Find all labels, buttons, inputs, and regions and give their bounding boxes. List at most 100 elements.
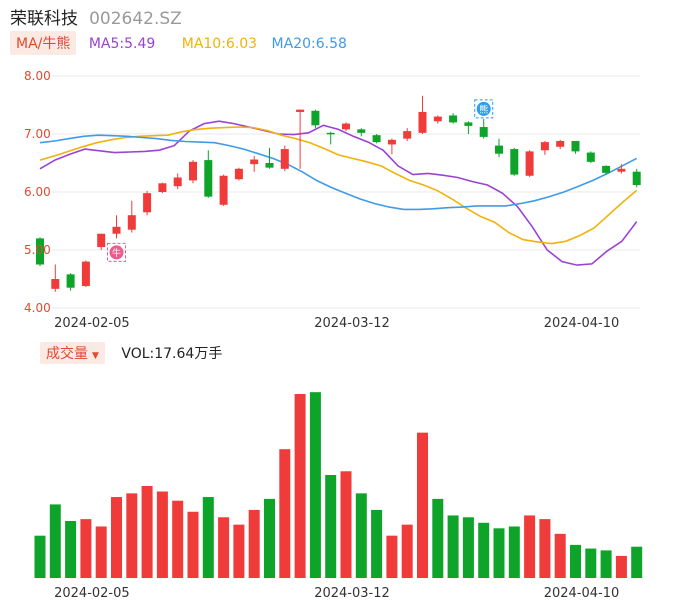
candle: [372, 134, 381, 144]
volume-bar: [279, 449, 291, 578]
price-date-labels: 2024-02-05 2024-03-12 2024-04-10: [54, 316, 619, 331]
volume-bar: [447, 515, 459, 578]
volume-bar: [631, 546, 643, 578]
volume-bar: [111, 497, 122, 578]
candle-body: [617, 168, 626, 172]
candle-body: [632, 171, 641, 186]
candle-body: [403, 131, 412, 139]
ma5-legend: MA5:5.49: [88, 36, 156, 52]
candle-body: [36, 238, 44, 265]
candle: [143, 190, 152, 216]
candle: [586, 151, 595, 163]
caret-down-icon: ▼: [92, 351, 99, 361]
volume-bars: [34, 392, 643, 578]
stock-code: 002642.SZ: [89, 9, 182, 29]
volume-bar: [156, 491, 168, 578]
candle: [326, 131, 335, 145]
candle: [632, 168, 641, 188]
candle: [51, 264, 60, 292]
candle: [403, 128, 412, 141]
candle: [342, 122, 350, 132]
candle: [204, 150, 213, 198]
bull-signal-marker: 牛: [107, 242, 126, 262]
marker-label: 熊: [479, 103, 488, 115]
volume-bar: [462, 517, 474, 578]
candle-body: [357, 129, 366, 133]
candle: [556, 139, 565, 150]
candle-body: [602, 165, 611, 173]
price-axis-labels: 8.00 7.00 6.00 5.00 4.00: [24, 69, 51, 315]
candle-body: [234, 168, 243, 180]
candle: [219, 174, 228, 206]
candle-body: [250, 159, 259, 165]
volume-bar: [65, 520, 77, 578]
candle-body: [81, 261, 90, 286]
candle: [296, 109, 305, 169]
volume-bar: [264, 498, 275, 578]
volume-bar: [600, 550, 612, 578]
volume-indicator-dropdown[interactable]: 成交量 ▼: [40, 342, 105, 364]
candle-body: [495, 145, 503, 154]
candle-body: [525, 151, 534, 176]
candle: [449, 113, 458, 124]
volume-bar: [233, 524, 245, 578]
ma-indicator-tab[interactable]: MA/牛熊: [10, 31, 77, 55]
volume-bar: [478, 522, 490, 578]
candle: [97, 233, 106, 250]
candle: [357, 128, 366, 137]
volume-bar: [417, 432, 428, 578]
candle: [311, 109, 320, 129]
candle-body: [51, 279, 60, 289]
candle-body: [143, 193, 152, 213]
volume-bar: [524, 515, 536, 578]
ma-legend-row: MA/牛熊 MA5:5.49 MA10:6.03 MA20:6.58: [10, 31, 347, 55]
candle: [464, 121, 473, 134]
candle-body: [540, 142, 549, 151]
candle-body: [433, 116, 442, 122]
volume-bar: [615, 555, 627, 578]
price-tick-label: 6.00: [24, 185, 51, 199]
candle-body: [127, 215, 136, 230]
volume-date-labels: 2024-02-05 2024-03-12 2024-04-10: [54, 586, 619, 601]
date-tick-label: 2024-03-12: [314, 316, 390, 331]
candle-body: [571, 140, 580, 152]
candle-body: [586, 152, 595, 162]
ma-line-ma5: [39, 120, 638, 266]
price-tick-label: 5.00: [24, 243, 51, 257]
title-row: 荣联科技 002642.SZ: [10, 4, 182, 29]
date-tick-label: 2024-04-10: [544, 316, 620, 331]
candle-body: [326, 132, 335, 135]
volume-bar: [570, 544, 581, 578]
volume-bar: [187, 511, 199, 578]
price-tick-label: 8.00: [24, 69, 51, 83]
volume-bar: [141, 486, 153, 578]
candle: [250, 156, 259, 172]
marker-frame: [107, 242, 126, 262]
volume-bar: [80, 519, 92, 578]
candle: [66, 273, 75, 291]
date-tick-label: 2024-02-05: [54, 316, 130, 331]
candle: [617, 164, 626, 174]
candle-body: [311, 110, 320, 126]
marker-badge: [109, 245, 124, 260]
candle-body: [479, 127, 488, 137]
price-tick-label: 7.00: [24, 127, 51, 141]
candle-body: [97, 233, 106, 248]
ma10-legend: MA10:6.03: [181, 36, 258, 52]
candle: [571, 140, 580, 154]
volume-bar: [218, 517, 230, 578]
marker-badge: [476, 101, 491, 116]
volume-bar: [371, 509, 383, 578]
volume-bar: [493, 528, 505, 578]
volume-bar: [126, 493, 138, 578]
candle-body: [112, 226, 121, 234]
candle-body: [510, 149, 519, 175]
marker-label: 牛: [112, 247, 121, 259]
candle-body: [189, 161, 197, 181]
candle: [189, 160, 197, 184]
candle: [81, 260, 90, 288]
volume-bar: [432, 498, 444, 578]
volume-bar: [294, 394, 306, 578]
price-grid: [52, 75, 640, 309]
